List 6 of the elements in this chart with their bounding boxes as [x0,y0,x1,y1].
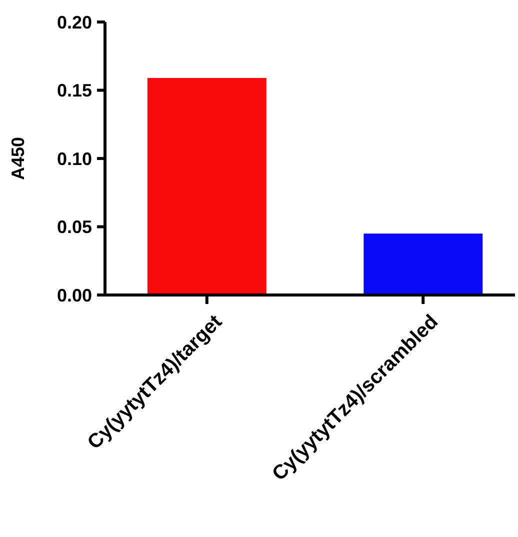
y-tick-label: 0.00 [56,285,92,306]
y-tick-label: 0.10 [56,148,92,169]
y-tick-label: 0.20 [56,12,92,32]
y-tick-label: 0.05 [56,217,92,238]
y-axis-title: A450 [8,136,28,180]
y-tick-label: 0.15 [56,80,92,101]
